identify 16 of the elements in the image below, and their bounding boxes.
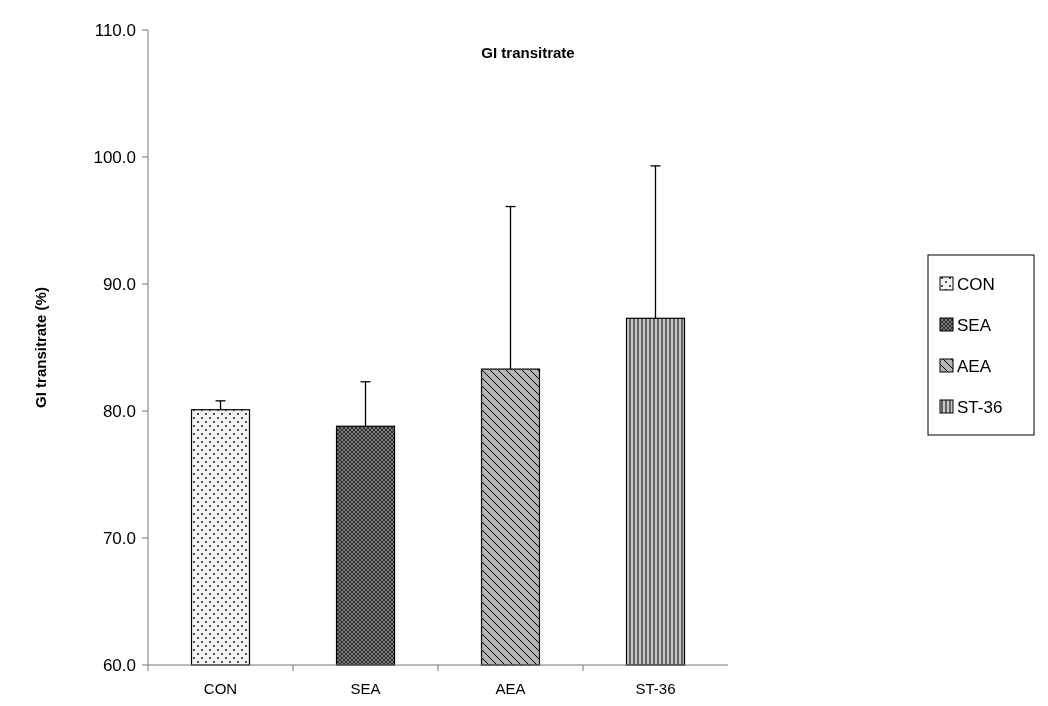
- legend-label: ST-36: [957, 397, 1003, 417]
- legend-label: AEA: [957, 356, 992, 376]
- legend-label: CON: [957, 274, 995, 294]
- y-tick-label: 110.0: [94, 20, 136, 40]
- legend-label: SEA: [957, 315, 992, 335]
- y-tick-label: 60.0: [102, 655, 136, 675]
- x-tick-label: AEA: [495, 680, 526, 697]
- x-tick-label: CON: [203, 680, 238, 697]
- text: GI transitrate: [481, 44, 575, 61]
- y-tick-label: 100.0: [93, 147, 136, 167]
- y-tick-label: 70.0: [102, 528, 136, 548]
- y-axis-title: GI transitrate (%): [32, 287, 49, 408]
- x-tick-label: ST-36: [635, 680, 676, 697]
- y-tick-label: 80.0: [102, 401, 136, 421]
- x-tick-label: SEA: [350, 680, 381, 697]
- y-tick-label: 90.0: [102, 274, 136, 294]
